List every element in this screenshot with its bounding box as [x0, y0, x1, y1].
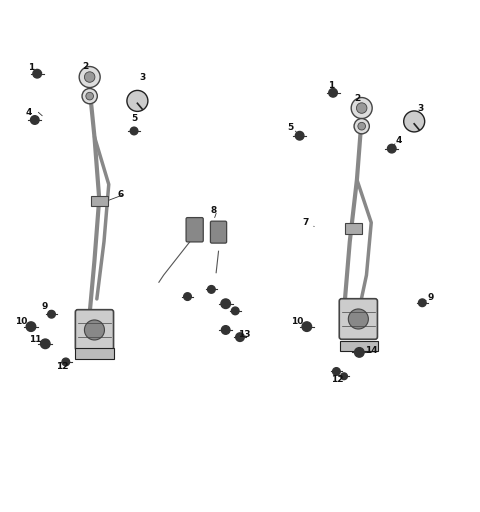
Text: 9: 9 — [41, 302, 48, 311]
Circle shape — [295, 132, 304, 140]
FancyBboxPatch shape — [186, 218, 203, 242]
Text: 14: 14 — [365, 346, 378, 354]
Circle shape — [341, 373, 348, 379]
Circle shape — [404, 111, 425, 132]
Circle shape — [33, 70, 41, 78]
Text: 5: 5 — [287, 123, 293, 132]
Text: 1: 1 — [28, 63, 35, 72]
Text: 9: 9 — [428, 293, 434, 303]
Circle shape — [86, 92, 94, 100]
Bar — [345, 223, 362, 233]
Bar — [91, 196, 108, 206]
Circle shape — [351, 98, 372, 119]
Circle shape — [127, 91, 148, 112]
Circle shape — [236, 333, 244, 342]
Text: 7: 7 — [302, 218, 309, 227]
Bar — [75, 348, 114, 358]
Circle shape — [354, 119, 369, 134]
Text: 3: 3 — [139, 73, 145, 81]
Text: 3: 3 — [417, 103, 423, 113]
Circle shape — [333, 368, 340, 375]
Circle shape — [84, 320, 105, 340]
Text: 13: 13 — [239, 330, 251, 339]
Text: 10: 10 — [15, 317, 28, 326]
FancyBboxPatch shape — [210, 221, 227, 243]
Circle shape — [130, 127, 138, 135]
FancyBboxPatch shape — [339, 298, 377, 339]
Text: 1: 1 — [327, 81, 334, 90]
Circle shape — [231, 307, 239, 315]
Circle shape — [355, 348, 364, 357]
Circle shape — [62, 358, 70, 366]
Circle shape — [79, 67, 100, 88]
FancyBboxPatch shape — [75, 310, 114, 350]
Circle shape — [48, 310, 55, 318]
Circle shape — [387, 144, 396, 153]
Text: 10: 10 — [291, 317, 303, 326]
Text: 4: 4 — [26, 109, 32, 117]
Circle shape — [302, 322, 312, 331]
Text: 12: 12 — [56, 362, 69, 371]
Circle shape — [357, 103, 367, 113]
Text: 2: 2 — [82, 62, 88, 71]
Circle shape — [221, 326, 230, 334]
Text: 12: 12 — [331, 375, 343, 383]
Circle shape — [329, 89, 337, 97]
Bar — [340, 341, 378, 351]
Text: 4: 4 — [395, 136, 402, 145]
Text: 11: 11 — [29, 335, 42, 344]
Circle shape — [40, 339, 50, 349]
Text: 5: 5 — [131, 114, 137, 123]
Text: 2: 2 — [355, 94, 361, 103]
Circle shape — [26, 322, 36, 331]
Text: 8: 8 — [211, 206, 217, 215]
Circle shape — [84, 72, 95, 82]
Circle shape — [82, 89, 97, 104]
Circle shape — [31, 116, 39, 124]
Circle shape — [358, 122, 365, 130]
Circle shape — [207, 286, 215, 293]
Circle shape — [348, 309, 368, 329]
Text: 6: 6 — [118, 190, 124, 199]
Circle shape — [419, 299, 426, 307]
Circle shape — [221, 299, 230, 309]
Circle shape — [184, 293, 192, 301]
